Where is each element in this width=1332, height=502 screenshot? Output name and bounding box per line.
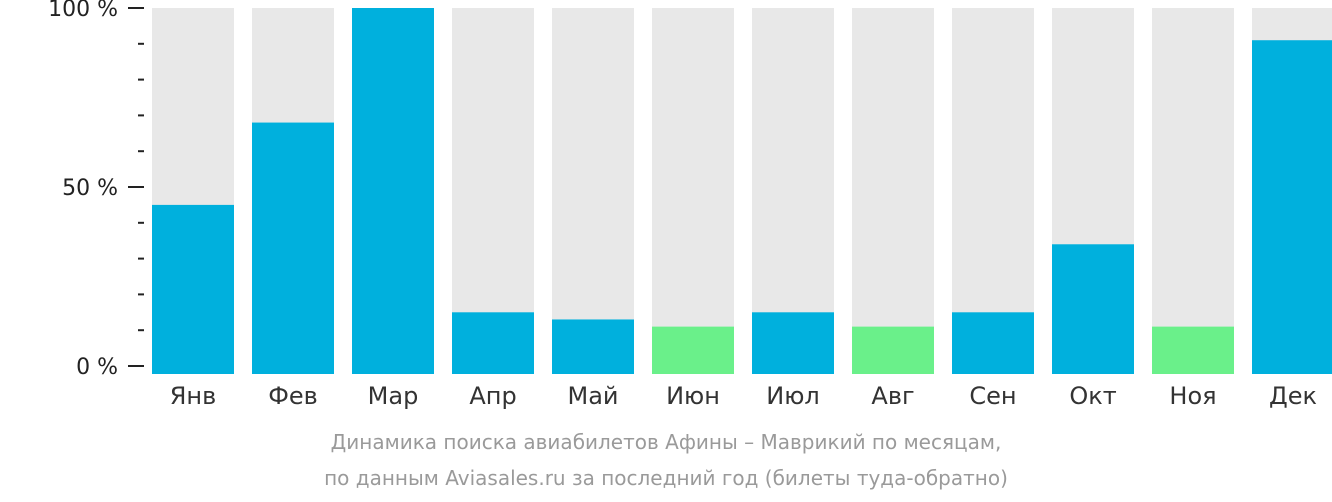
- x-axis-category-label: Июн: [666, 382, 720, 410]
- bar: [1252, 40, 1332, 374]
- bar-track: [552, 8, 634, 374]
- y-axis-tick-label: 0 %: [76, 355, 118, 380]
- x-axis-category-label: Окт: [1069, 382, 1116, 410]
- chart-caption-line-2: по данным Aviasales.ru за последний год …: [324, 466, 1008, 490]
- x-axis-category-label: Янв: [170, 382, 217, 410]
- bar: [752, 312, 834, 374]
- x-axis-category-label: Сен: [969, 382, 1016, 410]
- x-axis-category-label: Дек: [1269, 382, 1317, 410]
- bar-track: [652, 8, 734, 374]
- bar-track: [852, 8, 934, 374]
- x-axis-category-label: Фев: [268, 382, 318, 410]
- bar: [252, 122, 334, 374]
- bar: [852, 326, 934, 374]
- bar-track: [1152, 8, 1234, 374]
- bar: [352, 8, 434, 374]
- x-axis-category-label: Мар: [368, 382, 419, 410]
- x-axis-category-label: Авг: [871, 382, 914, 410]
- x-axis-category-label: Ноя: [1169, 382, 1216, 410]
- y-axis-tick-label: 50 %: [62, 176, 118, 201]
- x-axis-category-label: Май: [567, 382, 618, 410]
- bar: [152, 204, 234, 374]
- bar: [952, 312, 1034, 374]
- bar: [1152, 326, 1234, 374]
- y-axis-tick-label: 100 %: [48, 0, 118, 22]
- bar-chart: 100 % 50 % 0 % Янв Фев Мар Апр Май Июн Июл Авг Сен О…: [48, 0, 1332, 410]
- bar: [452, 312, 534, 374]
- chart-caption-line-1: Динамика поиска авиабилетов Афины – Мавр…: [330, 430, 1002, 454]
- bar: [1052, 244, 1134, 374]
- bar: [652, 326, 734, 374]
- bar: [552, 319, 634, 374]
- x-axis-category-label: Июл: [766, 382, 820, 410]
- x-axis-category-label: Апр: [469, 382, 516, 410]
